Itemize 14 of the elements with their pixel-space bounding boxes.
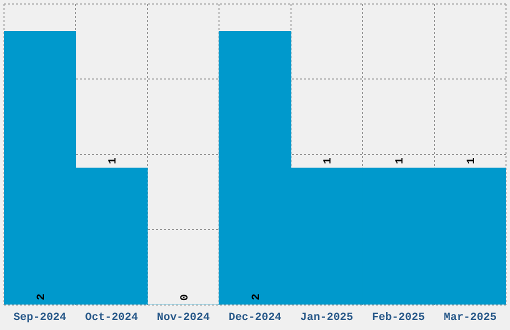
x-tick-label: Mar-2025	[444, 312, 497, 324]
x-tick-label: Oct-2024	[85, 312, 138, 324]
x-tick-label: Feb-2025	[372, 312, 426, 324]
data-label: 1	[394, 157, 406, 164]
data-label: 0	[179, 294, 192, 301]
x-tick-label: Nov-2024	[156, 312, 210, 324]
data-label: 1	[108, 157, 120, 164]
x-tick-label: Jan-2025	[300, 312, 354, 324]
data-label: 2	[251, 294, 263, 300]
x-tick-label: Dec-2024	[228, 312, 282, 324]
x-tick-label: Sep-2024	[13, 312, 67, 324]
data-label: 1	[322, 157, 335, 164]
data-label: 2	[36, 294, 48, 300]
data-label: 1	[466, 157, 478, 164]
